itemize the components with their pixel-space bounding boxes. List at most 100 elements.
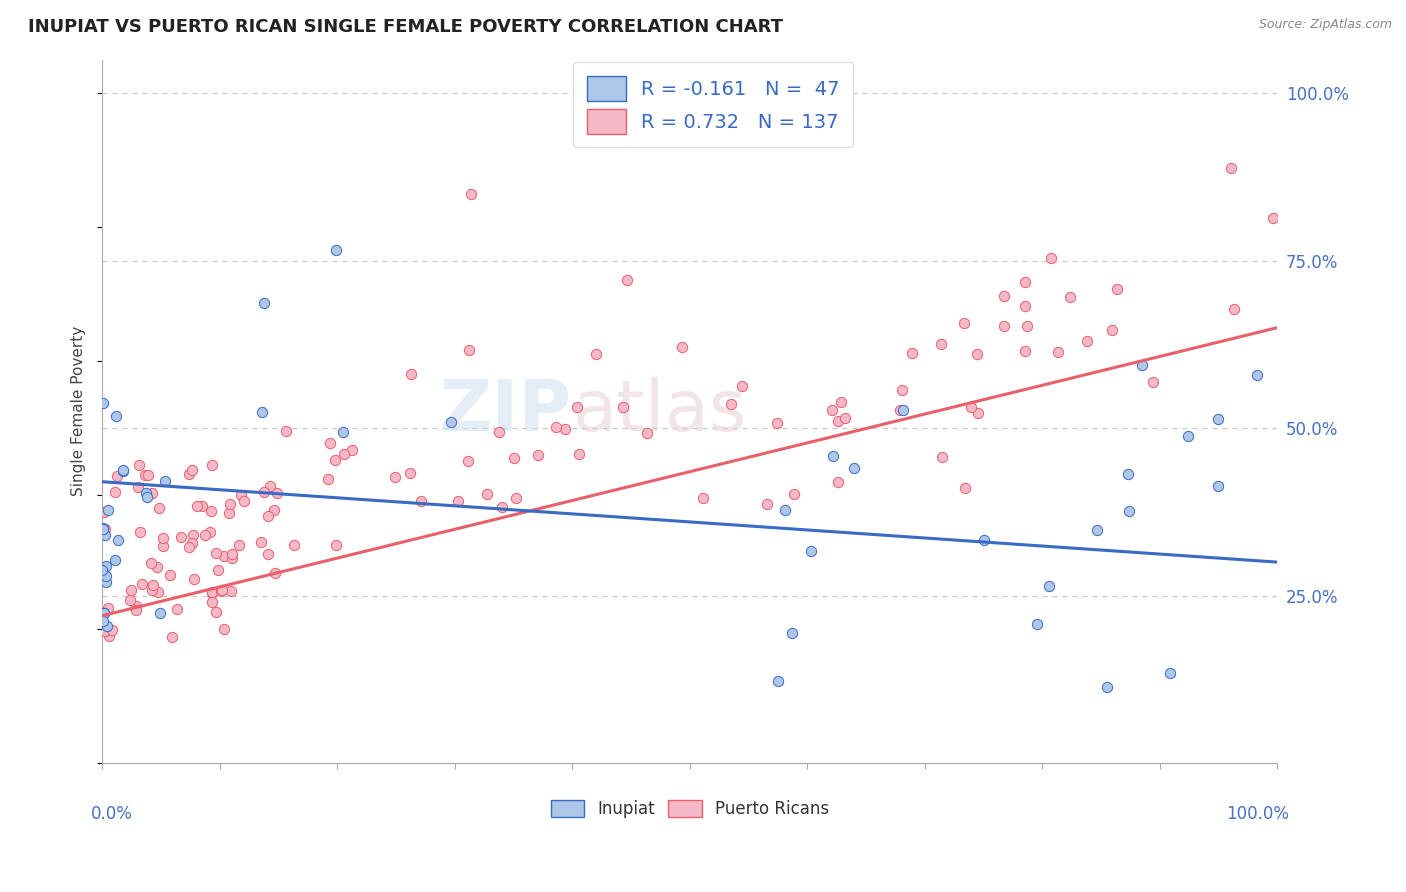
Point xyxy=(131,577,153,591)
Point xyxy=(105,409,128,423)
Point xyxy=(120,592,142,607)
Y-axis label: Single Female Poverty: Single Female Poverty xyxy=(72,326,86,497)
Point xyxy=(993,319,1015,334)
Point xyxy=(128,458,150,472)
Point xyxy=(340,443,363,458)
Point xyxy=(966,347,988,361)
Point xyxy=(191,499,214,513)
Point xyxy=(780,625,803,640)
Point xyxy=(671,340,693,354)
Point xyxy=(1159,665,1181,680)
Point xyxy=(141,486,163,500)
Point xyxy=(612,401,634,415)
Point xyxy=(325,537,347,551)
Point xyxy=(94,528,117,542)
Point xyxy=(141,582,163,597)
Point xyxy=(111,464,134,478)
Point xyxy=(1040,252,1063,266)
Point xyxy=(1095,680,1118,694)
Point xyxy=(266,486,288,500)
Point xyxy=(821,449,844,463)
Point xyxy=(1038,579,1060,593)
Point xyxy=(177,540,200,554)
Point xyxy=(447,493,470,508)
Point xyxy=(162,630,184,644)
Point xyxy=(134,468,156,483)
Point xyxy=(384,469,406,483)
Point xyxy=(166,601,188,615)
Point xyxy=(827,475,849,489)
Point xyxy=(1076,334,1098,348)
Point xyxy=(636,426,658,441)
Point xyxy=(332,425,354,439)
Point xyxy=(233,494,256,508)
Point xyxy=(257,547,280,561)
Point xyxy=(565,400,588,414)
Point xyxy=(91,522,114,536)
Point xyxy=(149,607,172,621)
Point xyxy=(616,272,638,286)
Point xyxy=(107,533,129,547)
Point xyxy=(319,436,342,450)
Point xyxy=(129,525,152,540)
Point xyxy=(94,624,117,639)
Point xyxy=(259,479,281,493)
Point xyxy=(253,485,276,500)
Point xyxy=(155,475,177,489)
Point xyxy=(250,405,273,419)
Point xyxy=(505,491,527,505)
Point xyxy=(283,537,305,551)
Point xyxy=(231,488,253,502)
Point xyxy=(181,463,204,477)
Point xyxy=(457,454,479,468)
Point xyxy=(399,368,422,382)
Point xyxy=(842,461,865,475)
Point xyxy=(1142,376,1164,390)
Point xyxy=(219,584,242,599)
Point xyxy=(460,187,482,202)
Point xyxy=(97,600,120,615)
Point xyxy=(228,538,250,552)
Point xyxy=(526,448,548,462)
Point xyxy=(91,521,114,535)
Point xyxy=(1015,318,1038,333)
Point xyxy=(544,420,567,434)
Point xyxy=(491,500,513,515)
Point xyxy=(218,506,240,520)
Point xyxy=(145,560,167,574)
Point xyxy=(111,463,134,477)
Point xyxy=(136,467,159,482)
Point xyxy=(93,396,115,410)
Point xyxy=(411,494,433,508)
Point xyxy=(993,289,1015,303)
Point xyxy=(1206,479,1229,493)
Point xyxy=(1047,344,1070,359)
Point xyxy=(1261,211,1284,225)
Point xyxy=(720,397,742,411)
Point xyxy=(731,378,754,392)
Point xyxy=(318,472,340,486)
Point xyxy=(1118,467,1140,482)
Point xyxy=(475,487,498,501)
Point xyxy=(179,467,201,481)
Point xyxy=(585,347,607,361)
Point xyxy=(891,383,914,397)
Point xyxy=(1101,323,1123,337)
Point xyxy=(1130,359,1153,373)
Point xyxy=(1014,343,1036,358)
Point xyxy=(135,486,157,500)
Point xyxy=(201,584,224,599)
Point xyxy=(766,416,789,430)
Point xyxy=(891,403,914,417)
Point xyxy=(325,243,347,257)
Point xyxy=(201,586,224,600)
Point xyxy=(953,481,976,495)
Point xyxy=(257,509,280,524)
Point xyxy=(931,450,953,464)
Point xyxy=(101,623,124,637)
Point xyxy=(200,524,222,539)
Point xyxy=(159,568,181,582)
Point xyxy=(180,536,202,550)
Point xyxy=(323,453,346,467)
Point xyxy=(104,485,127,500)
